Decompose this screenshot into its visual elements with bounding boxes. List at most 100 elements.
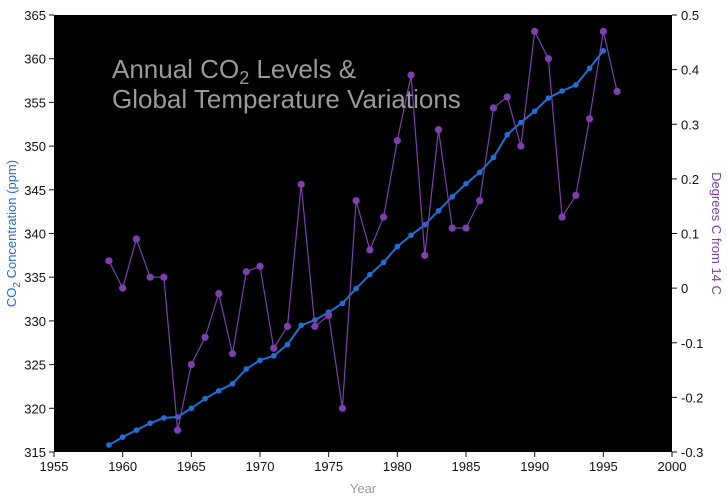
temperature-point [270, 344, 278, 352]
y-left-tick-label: 360 [24, 52, 46, 67]
co2-point [133, 427, 140, 433]
temperature-series-line [108, 29, 618, 431]
temperature-point [572, 191, 580, 199]
co2-point [545, 95, 552, 101]
temperature-point [215, 289, 223, 298]
y-right-tick-label: 0.2 [681, 172, 699, 187]
x-tick-label: 1955 [40, 459, 69, 474]
co2-point [147, 420, 153, 426]
temperature-point [393, 137, 401, 145]
temperature-point [421, 251, 429, 259]
temperature-point [297, 180, 305, 188]
series-layer [105, 27, 621, 448]
temperature-point [242, 268, 250, 276]
temperature-point [544, 55, 553, 63]
y-left-tick-label: 325 [24, 358, 46, 373]
co2-point [202, 395, 208, 402]
y-left-tick-label: 350 [24, 139, 46, 154]
temperature-point [599, 27, 607, 35]
co2-point [216, 388, 222, 394]
y-axis-left-label: CO2 Concentration (ppm) [4, 160, 23, 307]
co2-point [161, 415, 167, 421]
co2-point [380, 259, 387, 266]
temperature-point [132, 235, 140, 243]
co2-point [600, 48, 607, 54]
y-right-tick-label: 0.5 [681, 8, 699, 23]
co2-point [422, 221, 428, 228]
y-right-tick-label: 0.3 [681, 117, 699, 132]
temperature-point [174, 426, 182, 434]
x-tick-label: 1965 [177, 459, 206, 474]
co2-point [106, 442, 112, 448]
co2-point [531, 108, 538, 114]
temperature-point [325, 311, 333, 320]
y-right-tick-label: 0.4 [681, 63, 699, 78]
temperature-point [407, 71, 415, 79]
co2-point [243, 366, 250, 372]
x-tick-label: 1980 [383, 459, 412, 474]
x-tick-label: 1985 [452, 459, 481, 474]
y-left-tick-label: 340 [24, 227, 46, 242]
co2-point [284, 341, 291, 348]
temperature-point [586, 115, 594, 123]
co2-point [476, 169, 483, 176]
co2-point [353, 285, 359, 292]
temperature-point [503, 93, 511, 101]
y-left-tick-label: 365 [24, 8, 46, 23]
y-left-tick-label: 315 [24, 445, 46, 460]
co2-point [518, 119, 524, 126]
temperature-point [146, 273, 154, 281]
co2-point [463, 180, 469, 187]
co2-point [298, 322, 305, 329]
temperature-point [366, 246, 374, 254]
temperature-point [476, 197, 484, 205]
co2-point [573, 82, 579, 88]
temperature-point [160, 273, 168, 281]
co2-point [559, 88, 565, 94]
temperature-point [228, 350, 237, 358]
co2-point [270, 353, 277, 359]
y-left-tick-label: 335 [24, 270, 46, 285]
axes: 1955 1960 1965 1970 1975 1980 1985 1990 1995 2000… [24, 8, 703, 474]
temperature-point [338, 404, 346, 412]
temperature-point [311, 322, 319, 330]
y-right-tick-label: 0 [681, 281, 688, 296]
temperature-point [105, 257, 113, 265]
x-axis-label: Year [350, 481, 377, 496]
co2-point [119, 434, 126, 440]
temperature-point [613, 87, 621, 96]
x-tick-label: 1995 [589, 459, 618, 474]
temperature-point [531, 27, 539, 35]
co2-point [188, 405, 195, 412]
temperature-point [380, 213, 388, 221]
y-right-tick-label: 0.1 [681, 227, 699, 242]
temperature-point [434, 126, 443, 134]
chart-title-line1: Annual CO2 Levels & [112, 54, 356, 88]
co2-point [408, 232, 414, 239]
y-right-tick-label: -0.1 [681, 336, 703, 351]
co2-point [504, 131, 511, 138]
chart-title-line2: Global Temperature Variations [112, 84, 461, 114]
temperature-point [201, 333, 209, 341]
temperature-point [352, 197, 360, 205]
co2-point [449, 193, 456, 200]
co2-point [257, 357, 263, 364]
y-right-tick-label: -0.3 [681, 445, 703, 460]
y-left-tick-label: 345 [24, 183, 46, 198]
co2-point [490, 154, 497, 161]
temperature-point [283, 322, 292, 330]
y-right-tick-label: -0.2 [681, 390, 703, 405]
co2-point [312, 317, 318, 323]
co2-point [367, 271, 373, 278]
x-tick-label: 2000 [658, 459, 687, 474]
temperature-point [489, 104, 498, 112]
temperature-point [517, 142, 525, 150]
x-tick-label: 1960 [108, 459, 137, 474]
co2-point [586, 65, 593, 72]
co2-point [435, 207, 442, 214]
x-tick-label: 1975 [314, 459, 343, 474]
temperature-point [119, 284, 127, 292]
x-tick-label: 1970 [246, 459, 275, 474]
